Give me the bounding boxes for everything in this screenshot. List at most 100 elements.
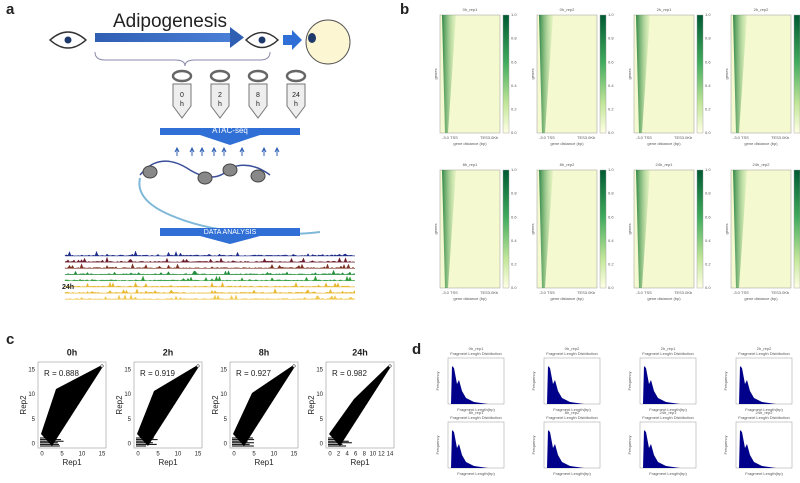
x-tick: -3.0 (539, 290, 547, 295)
nucleosome (222, 163, 238, 177)
heatmap-title: 8h_rep2 (560, 162, 575, 167)
analysis: DATA ANALYSIS (204, 229, 257, 236)
plot-frame (735, 421, 793, 469)
colorbar (793, 14, 800, 134)
colorbar (502, 14, 510, 134)
tn5 (239, 146, 245, 156)
x-label: gene distance (bp) (647, 296, 681, 301)
bracket (94, 51, 271, 67)
nucleus (308, 33, 316, 43)
x-tick: TSS (644, 290, 652, 295)
x-tick: -3.0 (442, 135, 450, 140)
heatmap-signal (539, 15, 553, 133)
x-tick: 2 (337, 452, 341, 458)
plot-title: 0h (67, 347, 78, 357)
tube-cap (285, 69, 307, 83)
colorbar-tick: 0.0 (608, 130, 614, 135)
y-label: Frequency (531, 372, 536, 391)
x-tick: -3.0 (636, 290, 644, 295)
x-tick: 5 (60, 452, 64, 458)
heatmap-signal (733, 15, 747, 133)
x-tick: TSS (741, 290, 749, 295)
colorbar-tick: 0.8 (705, 191, 711, 196)
y-tick: 5 (224, 417, 228, 423)
correlation: R = 0.982 (332, 369, 367, 378)
y-label: Frequency (435, 436, 440, 455)
colorbar-tick: 0.2 (608, 261, 614, 266)
y-tick: 10 (220, 392, 227, 398)
title: Adipogenesis (113, 11, 227, 32)
x-tick: TES3.0Kb (674, 135, 693, 140)
x-tick: 6 (354, 452, 358, 458)
x-tick: 14 (387, 452, 394, 458)
arrow-head (230, 27, 244, 48)
x-tick: TSS (547, 290, 555, 295)
plot-title: 2h_rep1 (661, 346, 676, 351)
timepoint-unit: h (180, 101, 184, 108)
heatmap-signal (442, 15, 456, 133)
tn5 (274, 146, 280, 156)
colorbar (793, 169, 800, 289)
tn5 (211, 146, 217, 156)
colorbar-tick: 1.0 (608, 167, 614, 172)
tn5 (199, 146, 205, 156)
colorbar-tick: 0.6 (511, 59, 517, 64)
histogram (547, 430, 584, 468)
tn5 (189, 146, 195, 156)
plot-subtitle: Fragment Length Distribution (546, 351, 598, 356)
heatmap-title: 0h_rep1 (463, 7, 478, 12)
x-label: gene distance (bp) (744, 141, 778, 146)
track (64, 275, 356, 282)
timepoint: 0 (180, 92, 184, 99)
colorbar-tick: 0.8 (705, 36, 711, 41)
colorbar-tick: 0.4 (511, 238, 517, 243)
colorbar-tick: 0.2 (705, 261, 711, 266)
colorbar-tick: 0.0 (608, 285, 614, 290)
y-tick: 10 (124, 392, 131, 398)
colorbar-tick: 1.0 (705, 12, 711, 17)
y-tick: 5 (32, 417, 36, 423)
colorbar-tick: 0.2 (705, 106, 711, 111)
heatmap-title: 2h_rep2 (754, 7, 769, 12)
colorbar-tick: 0.2 (608, 106, 614, 111)
x-tick: 12 (378, 452, 385, 458)
x-tick: 0 (328, 452, 332, 458)
tube (248, 83, 268, 119)
point-cloud (233, 366, 294, 446)
x-tick: TSS (450, 290, 458, 295)
arrow (283, 30, 302, 50)
colorbar-tick: 0.4 (608, 83, 614, 88)
adipocyte (305, 19, 351, 65)
track (64, 281, 356, 288)
y-tick: 15 (28, 368, 35, 374)
x-label: Rep1 (350, 458, 370, 467)
colorbar-tick: 0.8 (511, 36, 517, 41)
histogram (739, 430, 776, 468)
histogram (451, 430, 488, 468)
tube (172, 83, 192, 119)
heatmap-title: 0h_rep2 (560, 7, 575, 12)
timepoint: 8 (256, 92, 260, 99)
x-label: Fragment Length(bp) (553, 471, 591, 476)
x-tick: -3.0 (636, 135, 644, 140)
y-label: Frequency (435, 372, 440, 391)
colorbar-tick: 0.4 (705, 83, 711, 88)
x-tick: -3.0 (733, 290, 741, 295)
x-label: Fragment Length(bp) (457, 407, 495, 412)
x-label: Fragment Length(bp) (553, 407, 591, 412)
y-tick: 15 (316, 368, 323, 374)
y-label: genes (724, 69, 729, 80)
plot-subtitle: Fragment Length Distribution (642, 351, 694, 356)
point-cloud (329, 366, 390, 446)
colorbar-tick: 1.0 (511, 12, 517, 17)
colorbar (599, 169, 607, 289)
plot-title: 24h (352, 347, 368, 357)
colorbar (599, 14, 607, 134)
plot-title: 24h_rep2 (756, 410, 774, 415)
x-tick: 0 (232, 452, 236, 458)
heatmap-signal (733, 170, 747, 288)
x-label: gene distance (bp) (550, 296, 584, 301)
histogram (547, 366, 584, 404)
panel-label: b (400, 1, 409, 18)
plot-subtitle: Fragment Length Distribution (738, 351, 790, 356)
